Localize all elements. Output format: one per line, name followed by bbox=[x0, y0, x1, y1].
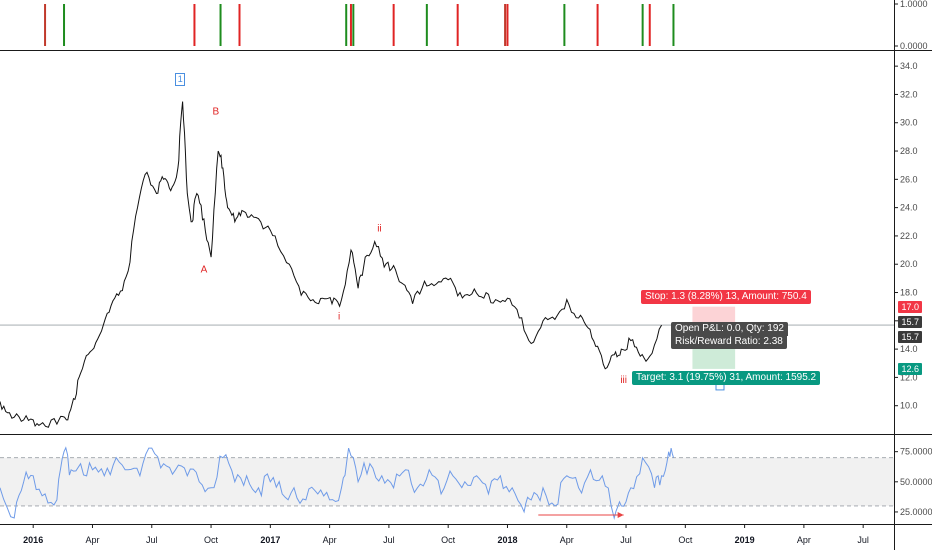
target-label: Target: 3.1 (19.75%) 31, Amount: 1595.2 bbox=[632, 370, 821, 385]
price-y-tick-label: 34.0 bbox=[900, 61, 918, 71]
price-y-tick-label: 32.0 bbox=[900, 89, 918, 99]
price-y-tick-label: 20.0 bbox=[900, 259, 918, 269]
price-y-tick-label: 28.0 bbox=[900, 146, 918, 156]
price-y-tick-label: 26.0 bbox=[900, 174, 918, 184]
divergence-arrow-head bbox=[617, 511, 624, 518]
price-y-tick-label: 30.0 bbox=[900, 118, 918, 128]
wave-label: ii bbox=[377, 224, 381, 235]
x-tick-label: 2016 bbox=[23, 535, 43, 545]
position-info-line1: Open P&L: 0.0, Qty: 192 bbox=[671, 322, 788, 336]
price-axis-tag: 15.7 bbox=[898, 331, 922, 344]
rsi-y-tick-label: 50.0000 bbox=[900, 477, 932, 487]
signal-y-tick-label: 1.0000 bbox=[900, 0, 928, 9]
x-tick-label: 2018 bbox=[497, 535, 517, 545]
x-tick-label: Oct bbox=[204, 535, 219, 545]
wave-label: B bbox=[212, 106, 219, 117]
x-tick-label: Oct bbox=[441, 535, 456, 545]
stop-label: Stop: 1.3 (8.28%) 13, Amount: 750.4 bbox=[641, 289, 811, 304]
x-tick-label: Apr bbox=[323, 535, 337, 545]
x-tick-label: Jul bbox=[620, 535, 632, 545]
x-tick-label: Apr bbox=[560, 535, 574, 545]
price-axis-tag: 17.0 bbox=[898, 300, 922, 313]
stop-zone bbox=[692, 306, 736, 326]
rsi-y-tick-label: 75.0000 bbox=[900, 447, 932, 457]
price-y-tick-label: 24.0 bbox=[900, 203, 918, 213]
x-tick-label: Jul bbox=[146, 535, 158, 545]
x-tick-label: Oct bbox=[678, 535, 693, 545]
signal-y-tick-label: 0.0000 bbox=[900, 41, 928, 51]
wave-label: i bbox=[338, 311, 340, 322]
rsi-y-tick-label: 25.0000 bbox=[900, 507, 932, 517]
x-tick-label: Jul bbox=[383, 535, 395, 545]
x-tick-label: Apr bbox=[797, 535, 811, 545]
x-tick-label: Jul bbox=[857, 535, 869, 545]
price-series-line bbox=[0, 101, 663, 428]
wave-label: A bbox=[201, 265, 208, 276]
wave-label: iii bbox=[620, 375, 627, 386]
price-y-tick-label: 22.0 bbox=[900, 231, 918, 241]
x-tick-label: 2017 bbox=[260, 535, 280, 545]
x-tick-label: Apr bbox=[85, 535, 99, 545]
x-tick-label: 2019 bbox=[735, 535, 755, 545]
price-y-tick-label: 12.0 bbox=[900, 372, 918, 382]
price-axis-tag: 15.7 bbox=[898, 315, 922, 328]
position-info-line2: Risk/Reward Ratio: 2.38 bbox=[671, 335, 787, 349]
price-y-tick-label: 18.0 bbox=[900, 288, 918, 298]
price-axis-tag: 12.6 bbox=[898, 362, 922, 375]
rsi-band bbox=[0, 457, 894, 506]
wave-label-1: 1 bbox=[175, 73, 186, 87]
rsi-series-line bbox=[0, 446, 674, 520]
price-y-tick-label: 14.0 bbox=[900, 344, 918, 354]
price-y-tick-label: 10.0 bbox=[900, 401, 918, 411]
